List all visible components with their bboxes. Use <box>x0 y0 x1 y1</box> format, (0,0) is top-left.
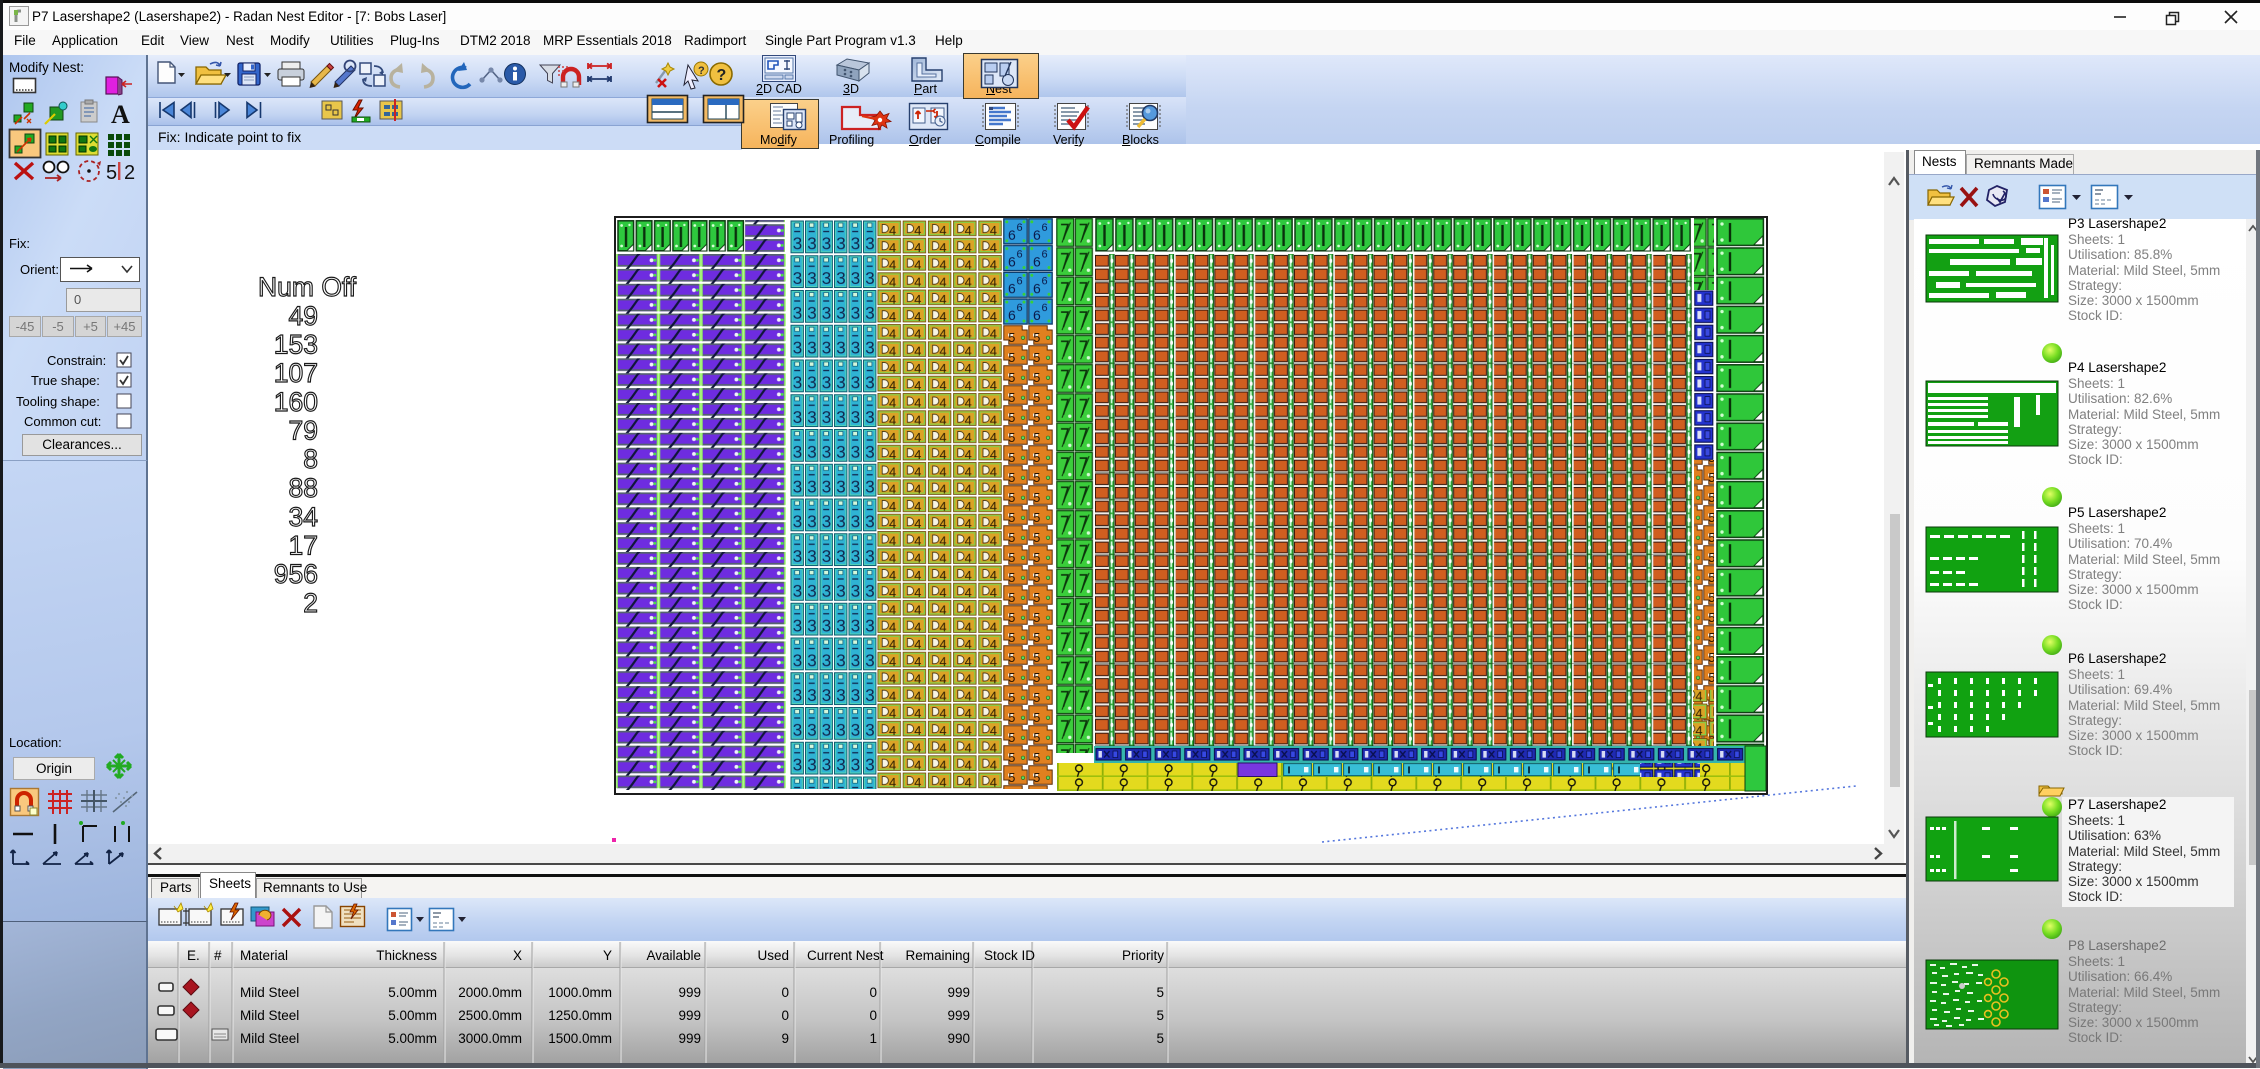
svg-text:?: ? <box>698 65 705 77</box>
svg-text:49: 49 <box>289 301 318 331</box>
svg-text:88: 88 <box>289 473 318 503</box>
svg-text:Num Off: Num Off <box>258 272 357 302</box>
svg-text:34: 34 <box>289 502 318 532</box>
svg-text:2: 2 <box>303 588 318 618</box>
svg-text:160: 160 <box>274 387 318 417</box>
svg-text:8: 8 <box>303 444 318 474</box>
svg-text:5: 5 <box>106 162 117 184</box>
svg-text:A: A <box>111 100 130 129</box>
svg-text:?: ? <box>717 67 727 84</box>
svg-text:2: 2 <box>124 162 135 184</box>
svg-text:107: 107 <box>274 358 318 388</box>
svg-text:79: 79 <box>289 416 318 446</box>
svg-text:956: 956 <box>274 559 318 589</box>
svg-text:17: 17 <box>289 531 318 561</box>
svg-text:153: 153 <box>274 330 318 360</box>
